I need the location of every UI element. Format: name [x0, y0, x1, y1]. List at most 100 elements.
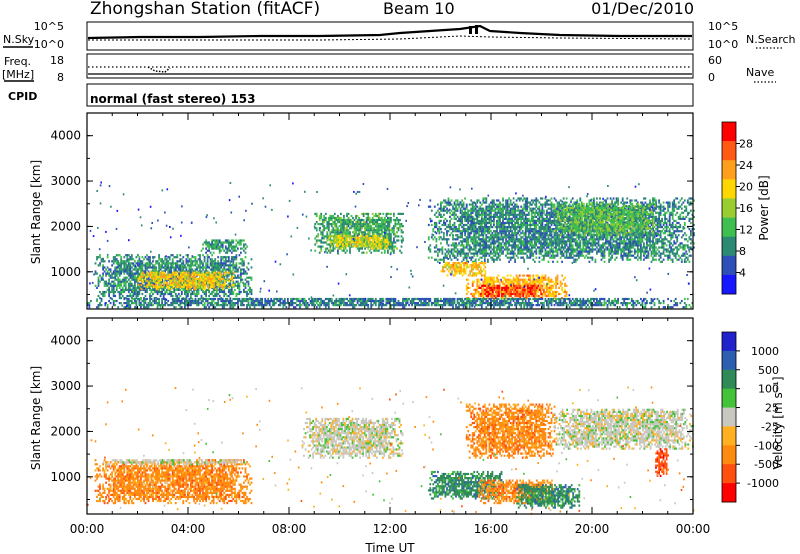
echo-cell: [438, 238, 441, 241]
echo-cell: [140, 260, 142, 263]
echo-cell: [146, 290, 148, 294]
echo-cell: [331, 245, 334, 248]
echo-cell: [190, 258, 192, 261]
echo-cell: [127, 286, 130, 289]
echo-cell: [435, 232, 438, 235]
echo-cell: [435, 240, 438, 243]
echo-cell: [222, 285, 225, 289]
echo-cell: [235, 284, 238, 287]
echo-cell: [190, 268, 192, 271]
echo-cell: [368, 235, 371, 238]
echo-cell: [382, 212, 385, 215]
echo-cell: [203, 256, 206, 259]
echo-cell: [344, 223, 347, 226]
echo-cell: [546, 238, 548, 241]
echo-cell: [535, 242, 538, 245]
echo-cell: [187, 279, 190, 282]
echo-cell: [441, 215, 444, 218]
echo-cell: [194, 260, 197, 263]
echo-cell: [330, 229, 333, 232]
echo-cell: [385, 225, 388, 228]
echo-cell: [191, 264, 194, 267]
echo-cell: [196, 268, 198, 271]
echo-cell: [526, 248, 529, 251]
echo-cell: [464, 232, 466, 235]
echo-cell: [205, 292, 207, 296]
echo-cell: [559, 199, 562, 202]
echo-cell: [441, 258, 444, 261]
echo-cell: [330, 216, 333, 220]
echo-cell: [155, 275, 158, 278]
echo-cell: [505, 215, 507, 218]
echo-cell: [318, 251, 321, 254]
echo-cell: [591, 246, 594, 249]
echo-cell: [371, 227, 374, 230]
echo-cell: [329, 233, 332, 236]
echo-cell: [227, 266, 230, 269]
echo-cell: [576, 246, 579, 249]
nsearch-tick-bottom: 10^0: [708, 38, 738, 51]
echo-cell: [174, 262, 177, 265]
echo-cell: [173, 283, 176, 286]
echo-cell: [458, 228, 460, 231]
echo-cell: [455, 199, 457, 202]
echo-cell: [378, 245, 381, 248]
echo-cell: [464, 213, 466, 216]
echo-cell: [365, 221, 368, 224]
echo-cell: [234, 284, 236, 287]
echo-cell: [532, 217, 535, 220]
echo-cell: [385, 233, 388, 236]
echo-cell: [396, 216, 398, 220]
echo-cell: [221, 258, 224, 261]
echo-cell: [187, 256, 189, 259]
echo-cell: [358, 238, 361, 242]
echo-cell: [112, 276, 115, 279]
echo-cell: [343, 227, 345, 230]
echo-cell: [165, 266, 168, 269]
echo-cell: [458, 203, 460, 206]
echo-cell: [153, 266, 156, 269]
echo-cell: [494, 252, 497, 255]
echo-cell: [227, 241, 230, 244]
echo-cell: [361, 223, 363, 226]
echo-cell: [240, 268, 242, 271]
echo-cell: [336, 236, 338, 240]
echo-cell: [189, 285, 191, 289]
echo-cell: [485, 205, 488, 208]
echo-cell: [247, 284, 250, 287]
echo-cell: [379, 234, 382, 237]
echo-cell: [204, 285, 206, 289]
echo-cell: [238, 284, 241, 287]
nsky-label: N.Sky: [3, 33, 35, 46]
echo-cell: [103, 260, 106, 263]
echo-cell: [440, 236, 442, 239]
echo-cell: [502, 211, 504, 214]
echo-cell: [369, 236, 372, 240]
echo-cell: [227, 243, 230, 246]
echo-cell: [155, 290, 157, 294]
echo-cell: [443, 236, 445, 239]
echo-cell: [515, 238, 518, 241]
echo-cell: [355, 240, 358, 244]
echo-cell: [588, 246, 591, 249]
echo-cell: [458, 250, 460, 253]
echo-cell: [553, 217, 556, 220]
echo-cell: [156, 292, 159, 296]
echo-cell: [455, 238, 457, 241]
echo-cell: [383, 229, 386, 232]
echo-cell: [449, 228, 451, 231]
echo-cell: [327, 225, 330, 228]
echo-cell: [387, 237, 389, 240]
echo-cell: [494, 250, 497, 253]
echo-cell: [186, 273, 188, 276]
echo-cell: [467, 221, 470, 225]
echo-cell: [461, 209, 463, 212]
echo-cell: [114, 260, 117, 263]
echo-cell: [493, 248, 495, 251]
echo-cell: [246, 276, 248, 279]
echo-cell: [127, 290, 130, 294]
echo-cell: [221, 256, 224, 259]
echo-cell: [440, 201, 442, 204]
echo-cell: [234, 270, 236, 273]
echo-cell: [139, 275, 141, 278]
